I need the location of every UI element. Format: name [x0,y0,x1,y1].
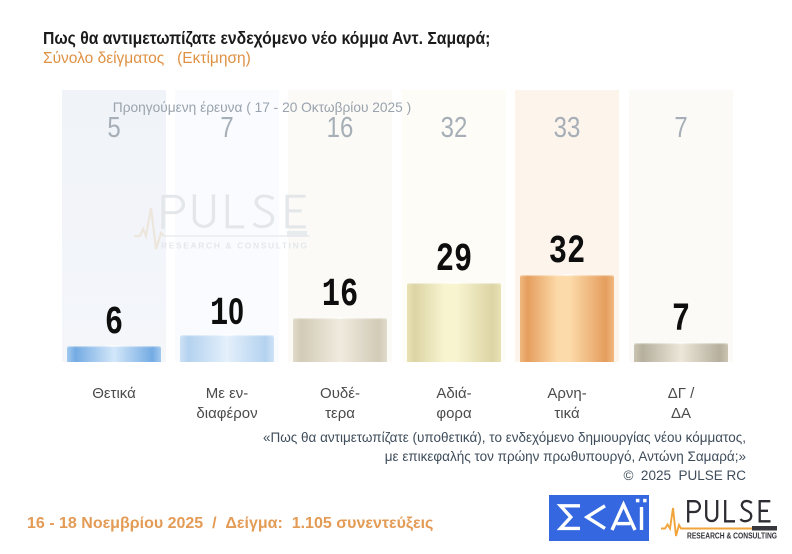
svg-text:RESEARCH & CONSULTING: RESEARCH & CONSULTING [687,532,777,541]
svg-text:RESEARCH & CONSULTING: RESEARCH & CONSULTING [161,241,307,251]
